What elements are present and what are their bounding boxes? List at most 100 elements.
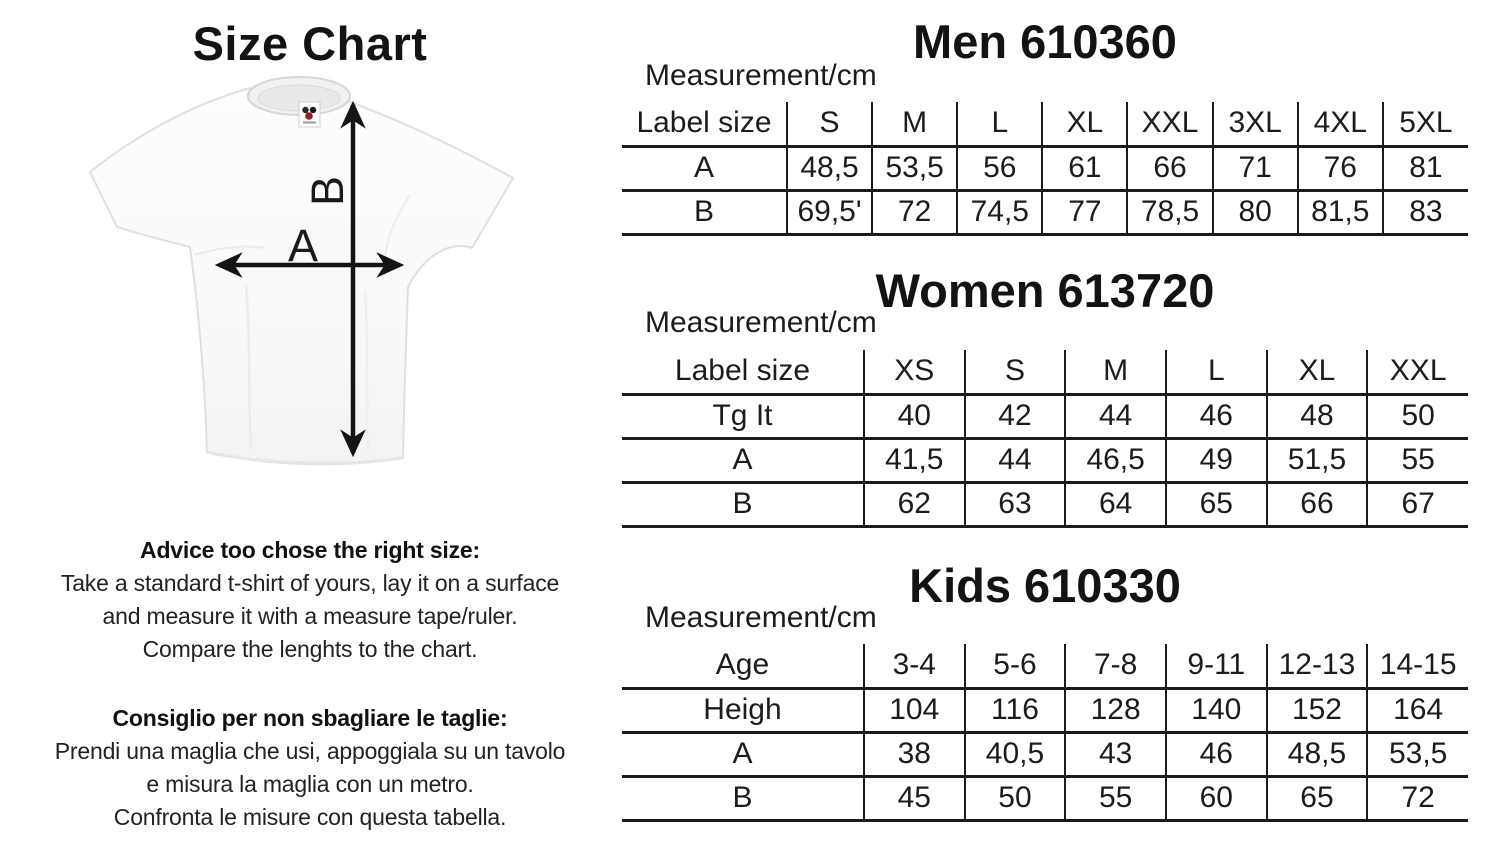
table-row: Tg It 40 42 44 46 48 50 bbox=[622, 394, 1468, 438]
value-cell: 128 bbox=[1065, 688, 1167, 732]
fabric-folds bbox=[194, 194, 411, 465]
table-title-kids: Kids 610330 bbox=[909, 559, 1181, 612]
table-row: A 41,5 44 46,5 49 51,5 55 bbox=[622, 438, 1468, 482]
table-row: A 38 40,5 43 46 48,5 53,5 bbox=[622, 732, 1468, 776]
row-label-cell: A bbox=[622, 438, 865, 482]
value-cell: 81 bbox=[1409, 151, 1443, 184]
header-cell: S bbox=[964, 350, 1067, 394]
header-cell: XXL bbox=[1389, 354, 1447, 388]
header-cell: 4XL bbox=[1297, 102, 1384, 146]
row-label-cell: B bbox=[622, 190, 788, 234]
value-cell: 78,5 bbox=[1127, 190, 1214, 234]
value-cell: 49 bbox=[1165, 438, 1268, 482]
value-cell: 46,5 bbox=[1065, 438, 1167, 482]
row-label-cell: Tg It bbox=[622, 394, 865, 438]
header-cell: L bbox=[1165, 350, 1268, 394]
header-cell: XL bbox=[1266, 350, 1369, 394]
value-cell: 53,5 bbox=[872, 146, 959, 190]
table-row: A 48,5 53,5 56 61 66 71 76 81 bbox=[622, 146, 1468, 190]
table-subtitle-kids: Measurement/cm bbox=[645, 601, 877, 634]
table-subtitle-women: Measurement/cm bbox=[645, 306, 877, 339]
header-cell: M bbox=[1065, 350, 1167, 394]
size-table-men: Label size S M L XL XXL 3XL 4XL 5XL A 48,5 53,5 56 61… bbox=[622, 102, 1468, 236]
advice-heading-en: Advice too chose the right size: bbox=[140, 537, 480, 563]
value-cell: 69,5' bbox=[786, 190, 874, 234]
advice-english: Advice too chose the right size: Take a … bbox=[0, 534, 620, 666]
table-row: B 45 50 55 60 65 72 bbox=[622, 776, 1468, 820]
table-header-row: Label size XS S M L XL XXL bbox=[622, 350, 1468, 394]
value-cell: 74,5 bbox=[957, 190, 1044, 234]
value-cell: 46 bbox=[1165, 732, 1268, 776]
value-cell: 81,5 bbox=[1297, 190, 1384, 234]
value-cell: 50 bbox=[1401, 399, 1435, 432]
header-cell: Label size bbox=[622, 102, 788, 146]
page-title: Size Chart bbox=[192, 17, 428, 70]
value-cell: 55 bbox=[1065, 776, 1167, 820]
row-label-cell: A bbox=[622, 146, 788, 190]
header-cell: XXL bbox=[1127, 102, 1214, 146]
value-cell: 65 bbox=[1266, 776, 1369, 820]
width-label: A bbox=[288, 220, 318, 271]
brand-label bbox=[298, 101, 321, 128]
size-table-kids: Age 3-4 5-6 7-8 9-11 12-13 14-15 Heigh 104 116 128… bbox=[622, 644, 1468, 822]
table-row: Heigh 104 116 128 140 152 164 bbox=[622, 688, 1468, 732]
header-cell: 3XL bbox=[1212, 102, 1299, 146]
value-cell: 66 bbox=[1266, 482, 1369, 526]
size-chart-panel: Size Chart bbox=[0, 0, 620, 864]
value-cell: 43 bbox=[1065, 732, 1167, 776]
value-cell: 44 bbox=[1065, 394, 1167, 438]
row-label-cell: B bbox=[622, 482, 865, 526]
value-cell: 77 bbox=[1042, 190, 1129, 234]
header-cell: 5XL bbox=[1399, 106, 1453, 140]
header-cell: 5-6 bbox=[964, 644, 1067, 688]
advice-line: Take a standard t-shirt of yours, lay it… bbox=[60, 570, 560, 596]
table-subtitle-men: Measurement/cm bbox=[645, 59, 877, 92]
value-cell: 76 bbox=[1297, 146, 1384, 190]
size-table-women: Label size XS S M L XL XXL Tg It 40 42 44 46 48 50 A 41… bbox=[622, 350, 1468, 528]
advice-line: Confronta le misure con questa tabella. bbox=[113, 804, 507, 830]
header-cell: S bbox=[786, 102, 874, 146]
row-label-cell: A bbox=[622, 732, 865, 776]
value-cell: 42 bbox=[964, 394, 1067, 438]
value-cell: 51,5 bbox=[1266, 438, 1369, 482]
value-cell: 152 bbox=[1266, 688, 1369, 732]
header-cell: 12-13 bbox=[1266, 644, 1369, 688]
value-cell: 48 bbox=[1266, 394, 1369, 438]
header-cell: L bbox=[957, 102, 1044, 146]
value-cell: 40 bbox=[863, 394, 966, 438]
table-row: B 62 63 64 65 66 67 bbox=[622, 482, 1468, 526]
table-row: B 69,5' 72 74,5 77 78,5 80 81,5 83 bbox=[622, 190, 1468, 234]
header-cell: Label size bbox=[622, 350, 865, 394]
row-label-cell: Heigh bbox=[622, 688, 865, 732]
header-cell: M bbox=[872, 102, 959, 146]
table-title-women: Women 613720 bbox=[875, 264, 1215, 317]
value-cell: 71 bbox=[1212, 146, 1299, 190]
height-label: B bbox=[302, 176, 353, 206]
value-cell: 80 bbox=[1212, 190, 1299, 234]
value-cell: 72 bbox=[1401, 781, 1435, 814]
tshirt-diagram: A B bbox=[89, 76, 514, 466]
advice-line: and measure it with a measure tape/ruler… bbox=[102, 603, 518, 629]
value-cell: 140 bbox=[1165, 688, 1268, 732]
value-cell: 56 bbox=[957, 146, 1044, 190]
advice-heading-it: Consiglio per non sbagliare le taglie: bbox=[112, 705, 508, 731]
header-cell: 9-11 bbox=[1165, 644, 1268, 688]
tshirt-image bbox=[89, 87, 514, 466]
table-header-row: Label size S M L XL XXL 3XL 4XL 5XL bbox=[622, 102, 1468, 146]
value-cell: 104 bbox=[863, 688, 966, 732]
advice-line: Prendi una maglia che usi, appoggiala su… bbox=[54, 738, 566, 764]
value-cell: 62 bbox=[863, 482, 966, 526]
value-cell: 65 bbox=[1165, 482, 1268, 526]
advice-line: e misura la maglia con un metro. bbox=[146, 771, 474, 797]
value-cell: 50 bbox=[964, 776, 1067, 820]
advice-line: Compare the lenghts to the chart. bbox=[142, 636, 478, 662]
value-cell: 46 bbox=[1165, 394, 1268, 438]
table-header-row: Age 3-4 5-6 7-8 9-11 12-13 14-15 bbox=[622, 644, 1468, 688]
value-cell: 38 bbox=[863, 732, 966, 776]
value-cell: 55 bbox=[1401, 443, 1435, 476]
value-cell: 66 bbox=[1127, 146, 1214, 190]
header-cell: XS bbox=[863, 350, 966, 394]
value-cell: 116 bbox=[964, 688, 1067, 732]
value-cell: 67 bbox=[1401, 487, 1435, 520]
